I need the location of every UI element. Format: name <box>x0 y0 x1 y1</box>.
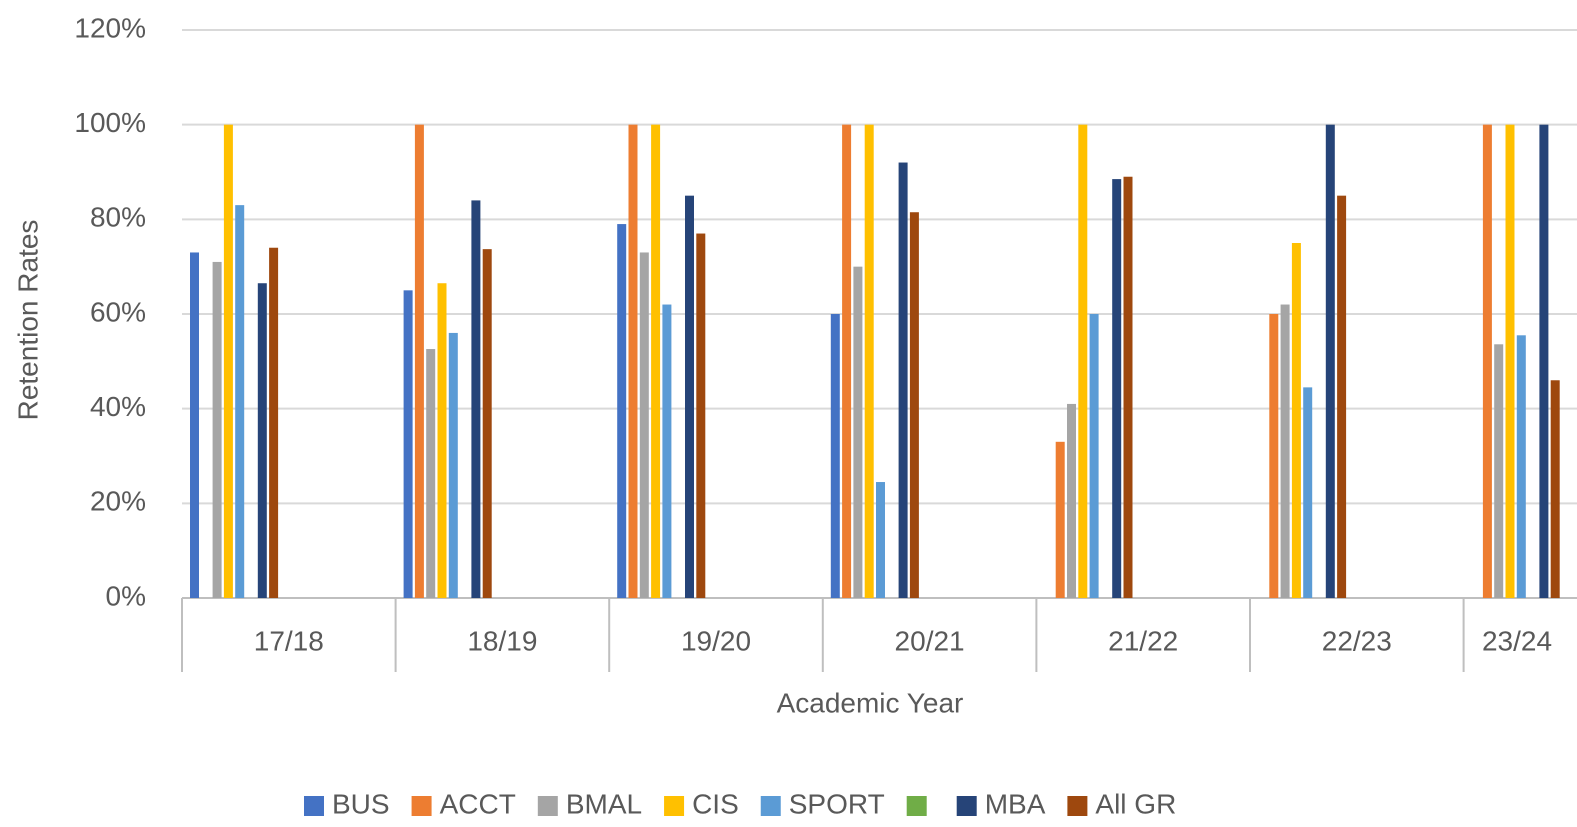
legend-swatch <box>906 796 927 816</box>
y-tick-label: 0% <box>106 580 146 611</box>
bar <box>1303 387 1313 598</box>
bar <box>448 332 458 598</box>
bar <box>1550 380 1560 598</box>
bar <box>1494 344 1504 598</box>
y-tick-label: 40% <box>90 391 146 422</box>
x-tick-label: 18/19 <box>467 625 537 656</box>
bar <box>876 482 885 598</box>
bar <box>223 124 233 599</box>
legend-label: CIS <box>692 788 739 819</box>
y-tick-label: 80% <box>90 202 146 233</box>
legend-swatch <box>1067 796 1088 816</box>
bar <box>1067 403 1076 598</box>
bar <box>190 252 199 598</box>
bar <box>1337 195 1347 598</box>
x-tick-label: 19/20 <box>681 625 751 656</box>
bar <box>1055 441 1065 598</box>
y-tick-label: 60% <box>90 296 146 327</box>
legend-label: SPORT <box>789 788 885 819</box>
x-tick-label: 20/21 <box>895 625 965 656</box>
bar <box>628 124 638 599</box>
y-axis-title: Retention Rates <box>12 220 43 421</box>
bar <box>437 283 447 598</box>
bar <box>1482 124 1492 599</box>
bar <box>212 261 222 598</box>
bar <box>482 249 492 599</box>
legend-swatch <box>664 796 685 816</box>
bar <box>1505 124 1515 599</box>
bar <box>235 205 245 598</box>
bar <box>1269 314 1279 598</box>
bar <box>414 124 424 599</box>
legend-swatch <box>411 796 432 816</box>
bar <box>651 124 661 599</box>
x-tick-label: 17/18 <box>254 625 324 656</box>
legend-label: All GR <box>1095 788 1176 819</box>
bar <box>1325 124 1335 599</box>
legend-label: BUS <box>332 788 390 819</box>
bar <box>1291 243 1301 598</box>
x-tick-label: 21/22 <box>1108 625 1178 656</box>
bar <box>257 283 267 598</box>
bar <box>662 304 672 598</box>
bar <box>1089 314 1099 598</box>
bar <box>1280 304 1290 598</box>
bar <box>639 252 649 598</box>
bar <box>403 290 413 598</box>
bar <box>1516 335 1526 598</box>
bar <box>1112 179 1122 598</box>
legend-swatch <box>956 796 977 816</box>
bar <box>269 247 279 598</box>
bar <box>909 212 919 598</box>
x-axis-title: Academic Year <box>777 687 964 718</box>
legend-label: ACCT <box>440 788 516 819</box>
bar <box>426 349 436 598</box>
y-tick-label: 100% <box>74 107 146 138</box>
bar <box>1078 124 1088 599</box>
bar <box>864 124 874 599</box>
x-tick-label: 23/24 <box>1482 625 1552 656</box>
legend-label: MBA <box>985 788 1046 819</box>
legend-swatch <box>304 796 324 816</box>
y-tick-label: 20% <box>90 486 146 517</box>
bar <box>1539 124 1549 599</box>
legend-label: BMAL <box>566 788 642 819</box>
bar <box>853 266 863 598</box>
y-tick-label: 120% <box>74 12 146 43</box>
bar <box>1123 176 1133 598</box>
legend-swatch <box>537 796 558 816</box>
bar <box>898 162 908 599</box>
bar <box>696 233 706 599</box>
legend-swatch <box>760 796 781 816</box>
bar <box>830 314 840 598</box>
bar <box>617 224 627 599</box>
x-tick-label: 22/23 <box>1322 625 1392 656</box>
bar <box>685 195 694 598</box>
bar <box>471 200 481 598</box>
bar <box>842 124 852 599</box>
